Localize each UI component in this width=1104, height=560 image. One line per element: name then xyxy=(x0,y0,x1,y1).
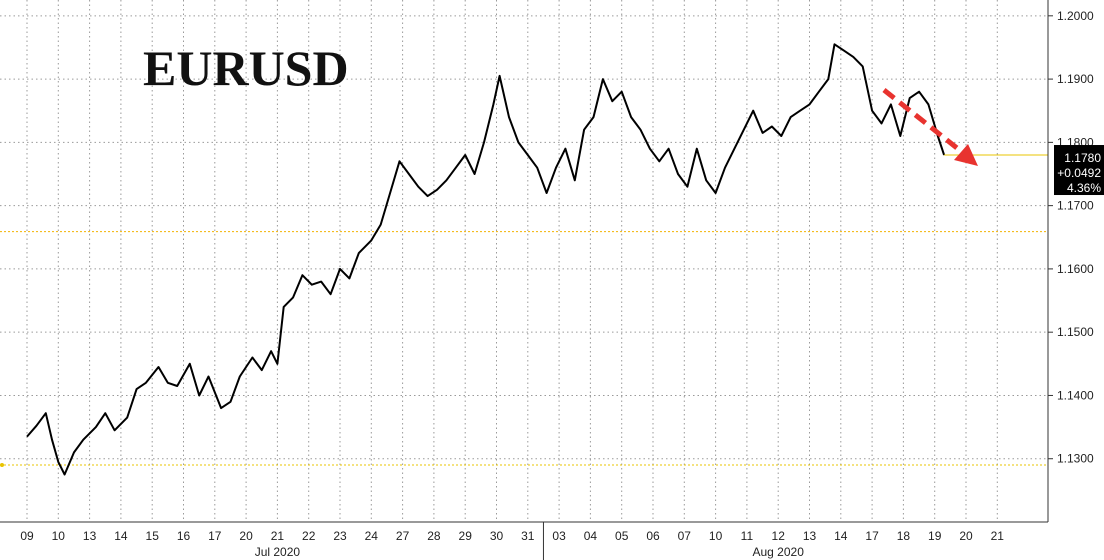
last-price-badge: 1.1780 +0.0492 4.36% xyxy=(1054,145,1104,196)
x-tick-label-6: 17 xyxy=(208,529,222,543)
x-tick-label-16: 31 xyxy=(521,529,535,543)
last-pct-label: 4.36% xyxy=(1067,181,1101,195)
x-tick-label-2: 13 xyxy=(83,529,97,543)
x-tick-label-14: 29 xyxy=(459,529,473,543)
x-tick-label-24: 12 xyxy=(772,529,786,543)
x-tick-label-1: 10 xyxy=(52,529,66,543)
x-tick-label-11: 24 xyxy=(365,529,379,543)
x-tick-label-10: 23 xyxy=(333,529,347,543)
x-tick-label-9: 22 xyxy=(302,529,316,543)
grid-layer xyxy=(0,0,1048,522)
reference-lines xyxy=(0,231,1048,466)
month-label-1: Aug 2020 xyxy=(753,545,805,559)
x-tick-label-26: 14 xyxy=(834,529,848,543)
y-tick-label-0: 1.1300 xyxy=(1057,452,1094,466)
trend-arrow-head xyxy=(954,144,978,166)
y-tick-label-4: 1.1700 xyxy=(1057,199,1094,213)
x-tick-label-0: 09 xyxy=(20,529,34,543)
x-tick-label-19: 05 xyxy=(615,529,629,543)
x-tick-label-20: 06 xyxy=(646,529,660,543)
x-tick-label-3: 14 xyxy=(114,529,128,543)
x-tick-label-28: 18 xyxy=(897,529,911,543)
series-start-marker xyxy=(0,463,4,468)
x-tick-label-7: 20 xyxy=(239,529,253,543)
x-tick-label-23: 11 xyxy=(741,529,754,543)
trend-arrow-shaft xyxy=(882,88,964,154)
series-layer xyxy=(0,43,1048,476)
month-label-0: Jul 2020 xyxy=(255,545,301,559)
y-axis: 1.13001.14001.15001.16001.17001.18001.19… xyxy=(1047,0,1094,522)
x-tick-label-27: 17 xyxy=(865,529,879,543)
x-tick-label-22: 10 xyxy=(709,529,723,543)
y-tick-label-6: 1.1900 xyxy=(1057,72,1094,86)
x-tick-label-30: 20 xyxy=(959,529,973,543)
last-price-badge-bg xyxy=(1054,145,1104,196)
x-tick-label-18: 04 xyxy=(584,529,598,543)
y-tick-label-2: 1.1500 xyxy=(1057,325,1094,339)
last-change-label: +0.0492 xyxy=(1057,166,1101,180)
x-tick-label-21: 07 xyxy=(678,529,692,543)
x-tick-label-31: 21 xyxy=(991,529,1005,543)
trend-arrow xyxy=(882,88,978,166)
x-tick-label-12: 27 xyxy=(396,529,410,543)
x-tick-label-5: 16 xyxy=(177,529,191,543)
x-tick-label-15: 30 xyxy=(490,529,504,543)
y-tick-label-1: 1.1400 xyxy=(1057,388,1094,402)
x-tick-label-13: 28 xyxy=(427,529,441,543)
x-axis: 09 10 13 14 15 16 17 20 21 22 23 24 27 28 29 30 31 03 04 05… xyxy=(0,521,1048,560)
x-tick-label-17: 03 xyxy=(552,529,566,543)
x-tick-label-8: 21 xyxy=(271,529,285,543)
y-tick-label-3: 1.1600 xyxy=(1057,262,1094,276)
x-tick-label-29: 19 xyxy=(928,529,942,543)
last-price-label: 1.1780 xyxy=(1064,151,1101,165)
series-line-0 xyxy=(26,43,946,476)
y-tick-label-7: 1.2000 xyxy=(1057,9,1094,23)
x-tick-label-25: 13 xyxy=(803,529,817,543)
chart-title: EURUSD xyxy=(143,40,349,96)
x-tick-label-4: 15 xyxy=(146,529,160,543)
